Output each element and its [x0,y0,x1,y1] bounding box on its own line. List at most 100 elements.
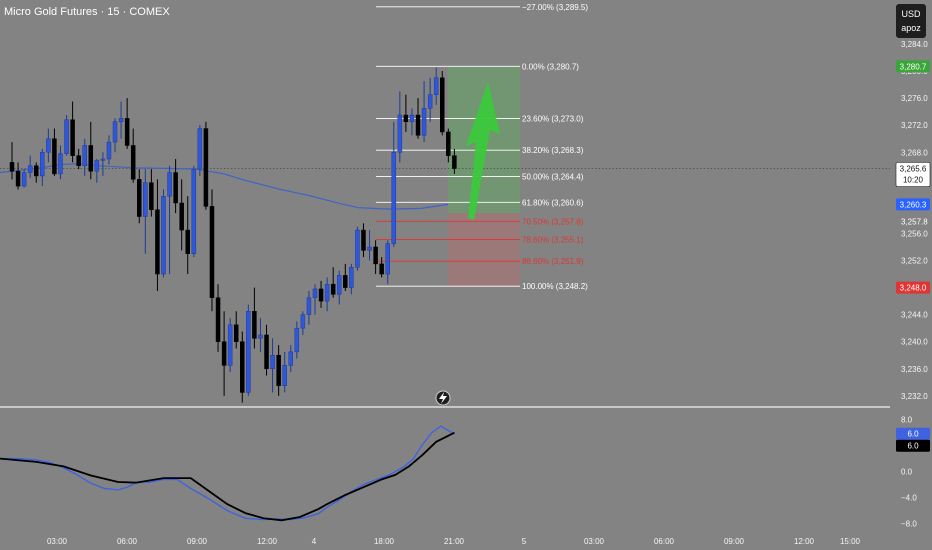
candle [349,263,354,295]
candle-body [324,283,330,302]
ma-line [0,163,449,210]
candle-body [446,131,451,156]
time-axis-tick: 09:00 [724,537,745,546]
candle [149,169,154,217]
symbol-title: Micro Gold Futures · 15 · COMEX [4,6,170,18]
candle-body [76,155,81,167]
osc-axis-tick: 0.0 [901,468,913,477]
candle-body [161,195,166,275]
candle [58,145,63,180]
candle [276,345,281,396]
candle [427,77,433,122]
time-axis-tick: 06:00 [654,537,675,546]
candle-body [100,158,106,161]
time-axis-tick: 03:00 [584,537,605,546]
candle-body [409,114,415,123]
candle-body [397,114,403,153]
candle [33,162,39,183]
time-axis-tick: 09:00 [187,537,208,546]
fib-100-price-tag-bg [896,281,930,294]
candle-body [40,152,45,177]
osc-axis-tick: 8.0 [901,416,913,425]
candle-body [300,314,306,329]
candle-body [415,114,421,136]
candle [288,345,294,373]
candle-body [21,172,27,187]
candle-body [318,288,324,302]
candle [373,240,378,275]
candle-body [227,324,233,366]
fib-label: 50.00% (3,264.4) [522,173,584,182]
candle [112,118,118,153]
candle [264,324,269,376]
fib-label: 70.50% (3,257.8) [522,217,584,226]
candle-body [246,311,251,393]
candle [88,121,94,180]
candle-body [203,128,209,207]
candle [452,148,457,174]
candle-body [385,243,390,275]
osc-blue-tag-bg [896,427,930,440]
fib-0-price-tag: 3,280.7 [896,60,930,73]
candle [106,135,112,165]
unit-label: apoz [901,23,921,33]
candle-body [64,119,69,154]
flash-icon-bolt [439,392,447,404]
candle-body [209,206,215,298]
marker-price-label: 3,257.8 [901,217,928,226]
fib-0-price-tag-bg [896,60,930,73]
osc-axis-tick: −8.0 [901,520,917,529]
candle [300,311,306,335]
time-axis-tick: 12:00 [257,537,278,546]
candle-body [185,229,190,254]
fib-0-price-tag-label: 3,280.7 [900,62,927,71]
candle-body [361,229,366,251]
time-axis-tick: 5 [522,537,527,546]
candle-body [367,246,372,251]
price-axis-tick: 3,232.0 [901,392,928,401]
fib-100-price-tag: 3,248.0 [896,281,930,294]
flash-icon [435,390,451,406]
price-axis-tick: 3,256.0 [901,229,928,238]
currency-unit-box[interactable]: USD apoz [896,4,926,38]
candle [361,223,366,258]
osc-black-tag-label: 6.0 [907,442,919,451]
candle [385,240,390,285]
candle-body [433,77,439,95]
candle [282,351,287,393]
candle-body [173,172,178,204]
candle-body [258,334,263,339]
candle-body [130,145,136,180]
candle [379,257,384,278]
candle-body [252,311,257,339]
candle [40,148,45,187]
candle-body [421,108,427,136]
candle-body [197,128,203,170]
candle [143,169,148,254]
candle [294,321,300,359]
price-axis-tick: 3,276.0 [901,94,928,103]
candle [167,165,172,275]
candle [312,284,318,315]
price-axis-tick: 3,284.0 [901,40,928,49]
candle [173,159,178,214]
last-price-tag-bg [895,162,931,187]
candle [155,179,160,291]
candle [9,142,15,180]
osc-blue-tag: 6.0 [896,427,930,440]
candle [161,189,166,278]
candle [76,148,81,170]
candle-body [124,118,130,146]
candle [330,267,336,298]
candle-body [276,355,281,386]
candle [15,162,21,190]
candle [21,169,27,188]
candle-body [391,152,397,244]
time-axis-tick: 21:00 [444,537,465,546]
candle [252,287,257,349]
up-arrow [466,82,500,220]
candle [100,152,106,176]
candle [343,263,348,291]
candle-body [46,138,51,153]
